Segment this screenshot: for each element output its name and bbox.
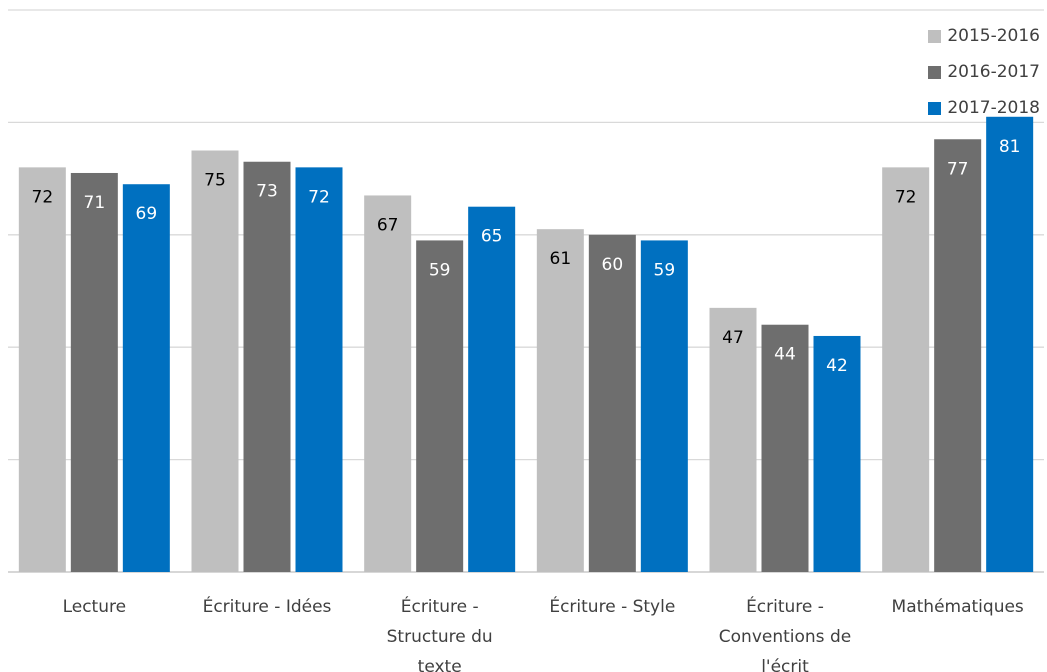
legend-swatch bbox=[928, 65, 942, 79]
bar bbox=[986, 116, 1034, 572]
legend: 2015-2016 2016-2017 2017-2018 bbox=[928, 18, 1040, 126]
legend-item: 2017-2018 bbox=[928, 90, 1040, 126]
data-label: 59 bbox=[654, 260, 676, 280]
data-label: 60 bbox=[602, 255, 624, 275]
x-axis-labels: Lecture Écriture - Idées Écriture - Structu… bbox=[63, 595, 1024, 672]
x-tick-label: texte bbox=[418, 657, 462, 672]
data-label: 72 bbox=[895, 187, 917, 207]
legend-label: 2015-2016 bbox=[947, 26, 1040, 46]
legend-swatch bbox=[928, 29, 942, 43]
x-tick-label: Écriture - bbox=[746, 595, 824, 617]
legend-label: 2017-2018 bbox=[947, 98, 1040, 118]
x-tick-label: Mathématiques bbox=[892, 597, 1024, 617]
legend-item: 2016-2017 bbox=[928, 54, 1040, 90]
bar bbox=[191, 150, 239, 572]
data-label: 67 bbox=[377, 215, 399, 235]
data-label: 47 bbox=[722, 328, 744, 348]
data-label: 73 bbox=[256, 182, 278, 202]
bar bbox=[243, 161, 291, 573]
bar bbox=[295, 167, 343, 573]
data-label: 42 bbox=[826, 356, 848, 376]
data-label: 77 bbox=[947, 159, 969, 179]
x-tick-label: l'écrit bbox=[761, 657, 809, 672]
data-label: 44 bbox=[774, 345, 796, 365]
x-tick-label: Lecture bbox=[63, 597, 127, 617]
bar bbox=[934, 139, 982, 572]
x-tick-label: Structure du bbox=[387, 627, 493, 647]
bars: 72 71 69 75 73 72 67 59 65 61 60 59 47 44 42 72 77 81 bbox=[18, 116, 1034, 573]
x-tick-label: Écriture - bbox=[401, 595, 479, 617]
data-label: 72 bbox=[32, 187, 54, 207]
data-label: 72 bbox=[308, 187, 330, 207]
data-label: 75 bbox=[204, 171, 226, 191]
bar bbox=[18, 167, 66, 573]
data-label: 81 bbox=[999, 137, 1021, 157]
x-tick-label: Écriture - Style bbox=[549, 595, 675, 617]
legend-swatch bbox=[928, 101, 942, 115]
bar bbox=[364, 195, 412, 572]
data-label: 69 bbox=[136, 204, 158, 224]
bar bbox=[588, 234, 636, 573]
bar bbox=[709, 307, 757, 572]
legend-item: 2015-2016 bbox=[928, 18, 1040, 54]
data-label: 71 bbox=[84, 193, 106, 213]
bar bbox=[70, 172, 118, 573]
bar bbox=[536, 229, 584, 572]
bar bbox=[813, 335, 861, 572]
bar bbox=[122, 184, 170, 572]
bar bbox=[468, 206, 516, 572]
data-label: 65 bbox=[481, 227, 503, 247]
data-label: 59 bbox=[429, 260, 451, 280]
bar bbox=[640, 240, 688, 573]
bar bbox=[416, 240, 464, 573]
x-tick-label: Conventions de bbox=[719, 627, 851, 647]
legend-label: 2016-2017 bbox=[947, 62, 1040, 82]
data-label: 61 bbox=[550, 249, 572, 269]
bar bbox=[761, 324, 809, 572]
gridlines bbox=[8, 9, 1044, 573]
bar bbox=[882, 167, 930, 573]
x-tick-label: Écriture - Idées bbox=[203, 595, 332, 617]
